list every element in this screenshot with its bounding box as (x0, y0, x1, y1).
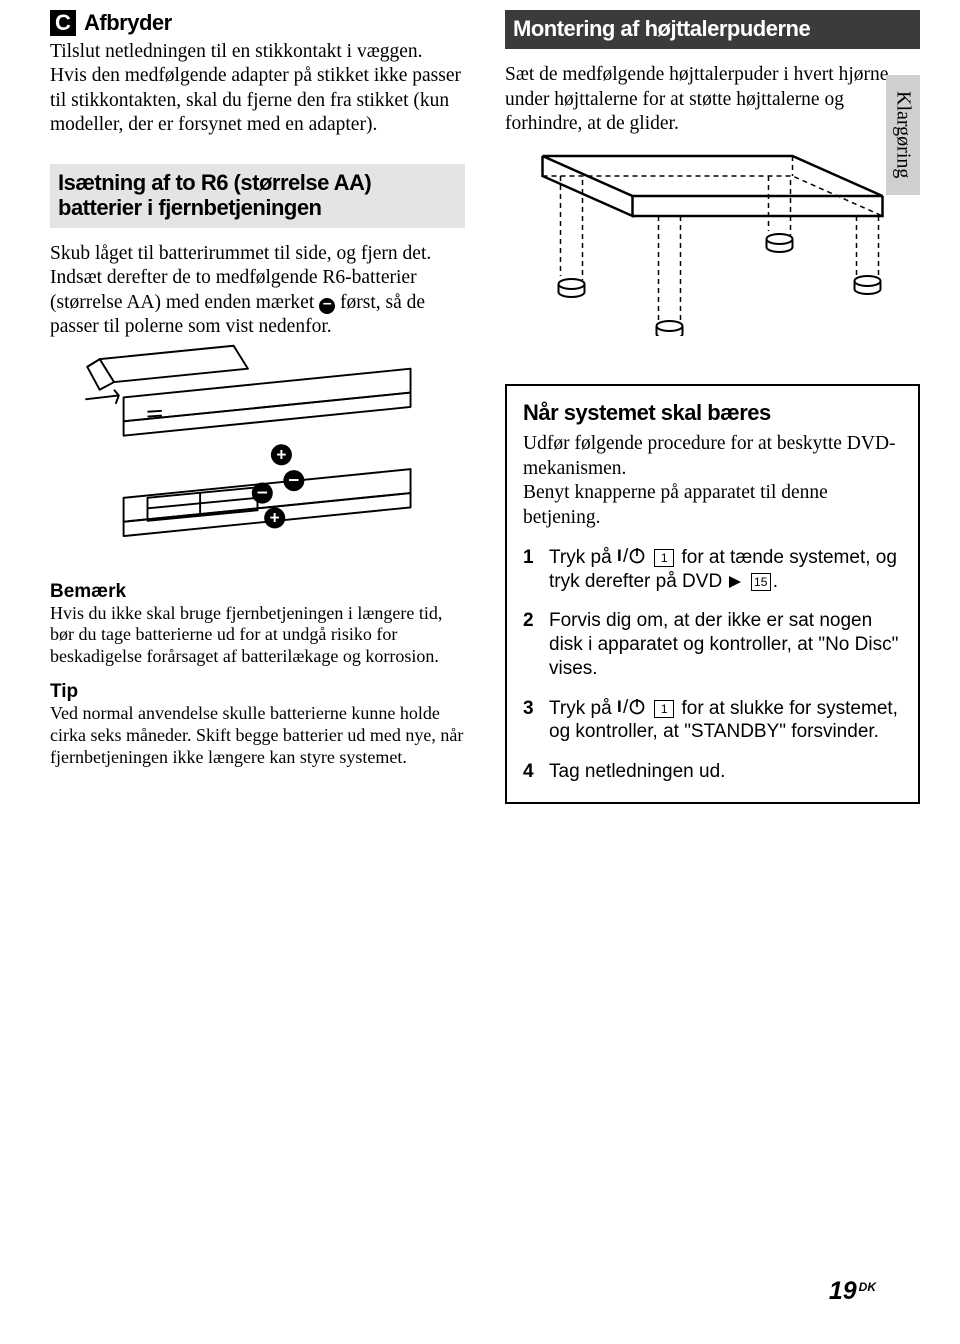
speaker-pads-illustration (505, 136, 920, 336)
page-number-value: 19 (829, 1277, 857, 1305)
svg-text:/: / (623, 698, 629, 716)
heading-speaker-pads: Montering af højttalerpuderne (505, 10, 920, 49)
speaker-pads-paragraph: Sæt de medfølgende højttalerpuder i hver… (505, 63, 920, 136)
carry-steps-list: 1 Tryk på I/ 1 for at tænde systemet, og… (523, 546, 902, 784)
page-lang-suffix: DK (859, 1280, 876, 1294)
tip-text: Ved normal anvendelse skulle batterierne… (50, 703, 465, 768)
step-1-content: Tryk på I/ 1 for at tænde systemet, og t… (549, 546, 902, 594)
power-icon: I/ (617, 698, 647, 716)
section-letter-box: C (50, 10, 76, 36)
carry-system-box: Når systemet skal bæres Udfør følgende p… (505, 384, 920, 804)
afbryder-paragraph-2: Hvis den medfølgende adapter på stikket … (50, 64, 465, 137)
note-heading: Bemærk (50, 581, 465, 603)
battery-paragraph: Skub låget til batterirummet til side, o… (50, 242, 465, 340)
svg-text:I: I (617, 547, 622, 565)
step-3-content: Tryk på I/ 1 for at slukke for systemet,… (549, 697, 902, 745)
svg-text:/: / (623, 547, 629, 565)
section-title-afbryder: Afbryder (84, 10, 172, 36)
step-number-2: 2 (523, 609, 539, 680)
step-3-text-a: Tryk på (549, 698, 617, 719)
left-column: C Afbryder Tilslut netledningen til en s… (50, 10, 465, 804)
step-number-1: 1 (523, 546, 539, 594)
section-header-afbryder: C Afbryder (50, 10, 465, 36)
svg-text:+: + (270, 507, 280, 527)
right-column: Montering af højttalerpuderne Sæt de med… (505, 10, 920, 804)
remote-battery-illustration: + – – + (50, 340, 465, 560)
carry-step-1: 1 Tryk på I/ 1 for at tænde systemet, og… (523, 546, 902, 594)
svg-text:I: I (617, 698, 622, 716)
carry-box-intro: Udfør følgende procedure for at beskytte… (523, 432, 902, 530)
note-text: Hvis du ikke skal bruge fjernbetjeningen… (50, 603, 465, 668)
ref-number-1: 1 (654, 549, 674, 567)
tip-heading: Tip (50, 681, 465, 703)
svg-text:–: – (289, 469, 300, 490)
step-2-content: Forvis dig om, at der ikke er sat nogen … (549, 609, 902, 680)
ref-number-1b: 1 (654, 700, 674, 718)
ref-number-15: 15 (751, 573, 771, 591)
step-number-3: 3 (523, 697, 539, 745)
svg-text:–: – (257, 481, 268, 502)
power-icon: I/ (617, 547, 647, 565)
side-tab-label: Klargøring (892, 91, 915, 178)
carry-step-4: 4 Tag netledningen ud. (523, 760, 902, 784)
step-number-4: 4 (523, 760, 539, 784)
side-tab-klargoring: Klargøring (886, 75, 920, 195)
two-column-layout: C Afbryder Tilslut netledningen til en s… (50, 10, 920, 804)
play-icon (727, 575, 743, 589)
afbryder-paragraph-1: Tilslut netledningen til en stikkontakt … (50, 40, 465, 64)
carry-step-3: 3 Tryk på I/ 1 for at slukke for systeme… (523, 697, 902, 745)
carry-box-title: Når systemet skal bæres (523, 400, 902, 426)
step-4-content: Tag netledningen ud. (549, 760, 725, 784)
minus-polarity-icon (319, 298, 335, 314)
page-number: 19DK (829, 1277, 876, 1306)
heading-battery-insertion: Isætning af to R6 (størrelse AA) batteri… (50, 164, 465, 229)
step-1-text-a: Tryk på (549, 547, 617, 568)
svg-text:+: + (276, 444, 286, 464)
carry-step-2: 2 Forvis dig om, at der ikke er sat noge… (523, 609, 902, 680)
